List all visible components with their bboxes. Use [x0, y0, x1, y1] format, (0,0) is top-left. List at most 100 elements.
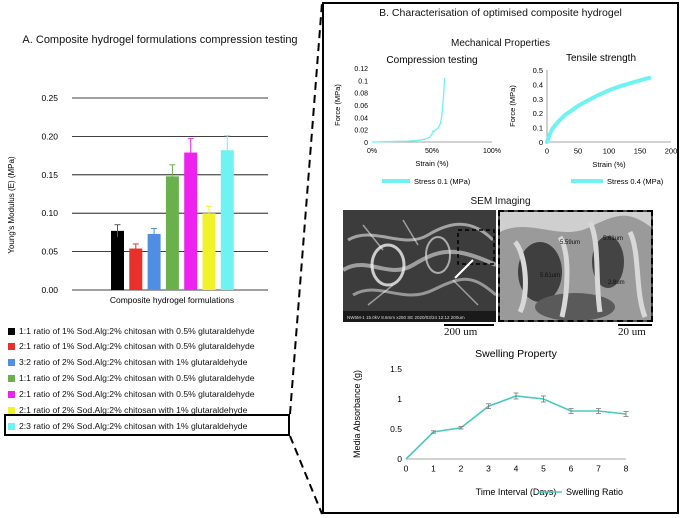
ym-y-tick: 0.15 [41, 170, 58, 180]
sem-scalebar-2 [618, 324, 652, 326]
sem-scalebar-1 [444, 324, 494, 326]
y-axis-label: Force (MPa) [333, 84, 342, 126]
x-tick-label: 2 [459, 464, 464, 474]
sem-measure-4: 2.8um [608, 280, 625, 286]
sem-title: SEM Imaging [470, 196, 531, 207]
ym-y-tick: 0.10 [41, 208, 58, 218]
ym-y-axis-label: Young's Modulus (E) (MPa) [7, 156, 16, 254]
y-tick-label: 0.02 [354, 128, 368, 135]
y-tick-label: 0.04 [354, 115, 368, 122]
compression-series-line [371, 77, 446, 143]
ym-legend-swatch [8, 327, 15, 335]
ym-bar [220, 150, 234, 290]
ym-legend-item: 2:3 ratio of 2% Sod.Alg:2% chitosan with… [8, 421, 247, 432]
ym-legend-swatch [8, 422, 15, 430]
ym-legend-item: 1:1 ratio of 2% Sod.Alg:2% chitosan with… [8, 373, 255, 384]
ym-legend-item: 2:1 ratio of 2% Sod.Alg:2% chitosan with… [8, 389, 255, 400]
sem-image-low-mag: NW6M-1 15.0kV 8.6mm x250 SE 2020/03/24 1… [343, 210, 496, 322]
ym-legend-swatch [8, 390, 15, 398]
ym-legend-label: 1:1 ratio of 2% Sod.Alg:2% chitosan with… [19, 373, 255, 383]
x-tick-label: 4 [514, 464, 519, 474]
sem-measure-1: 5.59um [560, 240, 580, 246]
x-axis-label: Strain (%) [415, 159, 449, 168]
ym-legend-item: 3:2 ratio of 2% Sod.Alg:2% chitosan with… [8, 357, 247, 368]
y-axis-label: Force (MPa) [508, 85, 517, 127]
mechanical-title: Mechanical Properties [451, 38, 550, 49]
ym-legend-item: 1:1 ratio of 1% Sod.Alg:2% chitosan with… [8, 326, 255, 337]
y-tick-label: 0.4 [533, 80, 543, 89]
y-tick-label: 0.1 [533, 124, 543, 133]
ym-bar [202, 213, 216, 290]
y-tick-label: 0 [397, 454, 402, 464]
x-tick-label: 0 [404, 464, 409, 474]
y-tick-label: 0.08 [354, 91, 368, 98]
swelling-series-line [405, 395, 627, 460]
ym-bar [111, 230, 124, 290]
compression-legend-label: Stress 0.1 (MPa) [414, 177, 471, 186]
ym-y-tick: 0.00 [41, 285, 58, 295]
panel-b-frame [322, 2, 679, 514]
x-tick-label: 150 [634, 147, 647, 156]
ym-y-tick: 0.05 [41, 247, 58, 257]
compression-chart: Compression testing 0 0.02 0.04 0.06 0.08 0.1 0… [333, 55, 501, 186]
sem-image-high-mag: 5.59um 5.61um 5.61um 2.8um [498, 210, 653, 322]
y-tick-label: 0.06 [354, 103, 368, 110]
y-tick-label: 0.3 [533, 95, 543, 104]
swelling-chart: Swelling Property 0 0.5 1 1.5 0 1 2 3 4 5 6 7 8 Time I… [352, 348, 629, 497]
panel-b-title: B. Characterisation of optimised composi… [379, 7, 622, 19]
x-tick-label: 50 [574, 147, 582, 156]
y-tick-label: 1 [397, 394, 402, 404]
sem-scale-label-2: 20 um [618, 326, 646, 338]
y-tick-label: 0.5 [533, 66, 543, 75]
chart-title: Tensile strength [566, 53, 636, 64]
ym-legend-label: 1:1 ratio of 1% Sod.Alg:2% chitosan with… [19, 326, 255, 336]
x-tick-label: 50% [425, 148, 439, 155]
ym-legend-label: 2:1 ratio of 1% Sod.Alg:2% chitosan with… [19, 341, 255, 351]
x-tick-label: 0 [545, 147, 549, 156]
ym-legend-swatch [8, 374, 15, 382]
highlight-box [4, 414, 290, 436]
sem-measure-3: 5.61um [540, 273, 560, 279]
x-tick-label: 5 [541, 464, 546, 474]
ym-legend-swatch [8, 406, 15, 414]
swelling-legend-label: Swelling Ratio [566, 487, 623, 497]
chart-title: Swelling Property [475, 348, 557, 360]
ym-y-tick: 0.20 [41, 131, 58, 141]
ym-legend-label: 2:1 ratio of 2% Sod.Alg:2% chitosan with… [19, 405, 248, 415]
x-axis-label: Strain (%) [592, 160, 626, 169]
ym-bar [129, 248, 143, 290]
ym-x-axis-label: Composite hydrogel formulations [110, 295, 234, 305]
chart-title: Compression testing [386, 55, 477, 66]
x-tick-label: 0% [367, 148, 377, 155]
sem-scale-label-1: 200 um [444, 326, 478, 338]
x-tick-label: 3 [486, 464, 491, 474]
ym-legend-swatch [8, 358, 15, 366]
y-axis-label: Media Absorbance (g) [352, 370, 362, 458]
x-tick-label: 100 [603, 147, 616, 156]
y-tick-label: 1.5 [390, 364, 402, 374]
x-tick-label: 200 [665, 147, 678, 156]
ym-legend-item: 2:1 ratio of 1% Sod.Alg:2% chitosan with… [8, 341, 255, 352]
tensile-series-line [545, 75, 652, 144]
x-axis-label: Time Interval (Days) [476, 487, 557, 497]
y-tick-label: 0.5 [390, 424, 402, 434]
x-tick-label: 8 [624, 464, 629, 474]
ym-bar [184, 152, 198, 290]
ym-bar [165, 176, 179, 290]
y-tick-label: 0 [364, 140, 368, 147]
y-tick-label: 0 [539, 138, 543, 147]
ym-legend-label: 2:3 ratio of 2% Sod.Alg:2% chitosan with… [19, 421, 248, 431]
ym-legend-item: 2:1 ratio of 2% Sod.Alg:2% chitosan with… [8, 405, 247, 416]
ym-bar [147, 233, 161, 290]
panel-a-title: A. Composite hydrogel formulations compr… [22, 34, 298, 46]
ym-legend-label: 2:1 ratio of 2% Sod.Alg:2% chitosan with… [19, 389, 255, 399]
x-tick-label: 7 [596, 464, 601, 474]
y-tick-label: 0.1 [358, 78, 368, 85]
ym-legend-swatch [8, 342, 15, 350]
young-modulus-chart: 0.00 0.05 0.10 0.15 0.20 0.25 Young's Modulus… [7, 93, 268, 305]
y-tick-label: 0.2 [533, 109, 543, 118]
ym-y-tick: 0.25 [41, 93, 58, 103]
x-tick-label: 6 [569, 464, 574, 474]
sem-measure-2: 5.61um [603, 236, 623, 242]
